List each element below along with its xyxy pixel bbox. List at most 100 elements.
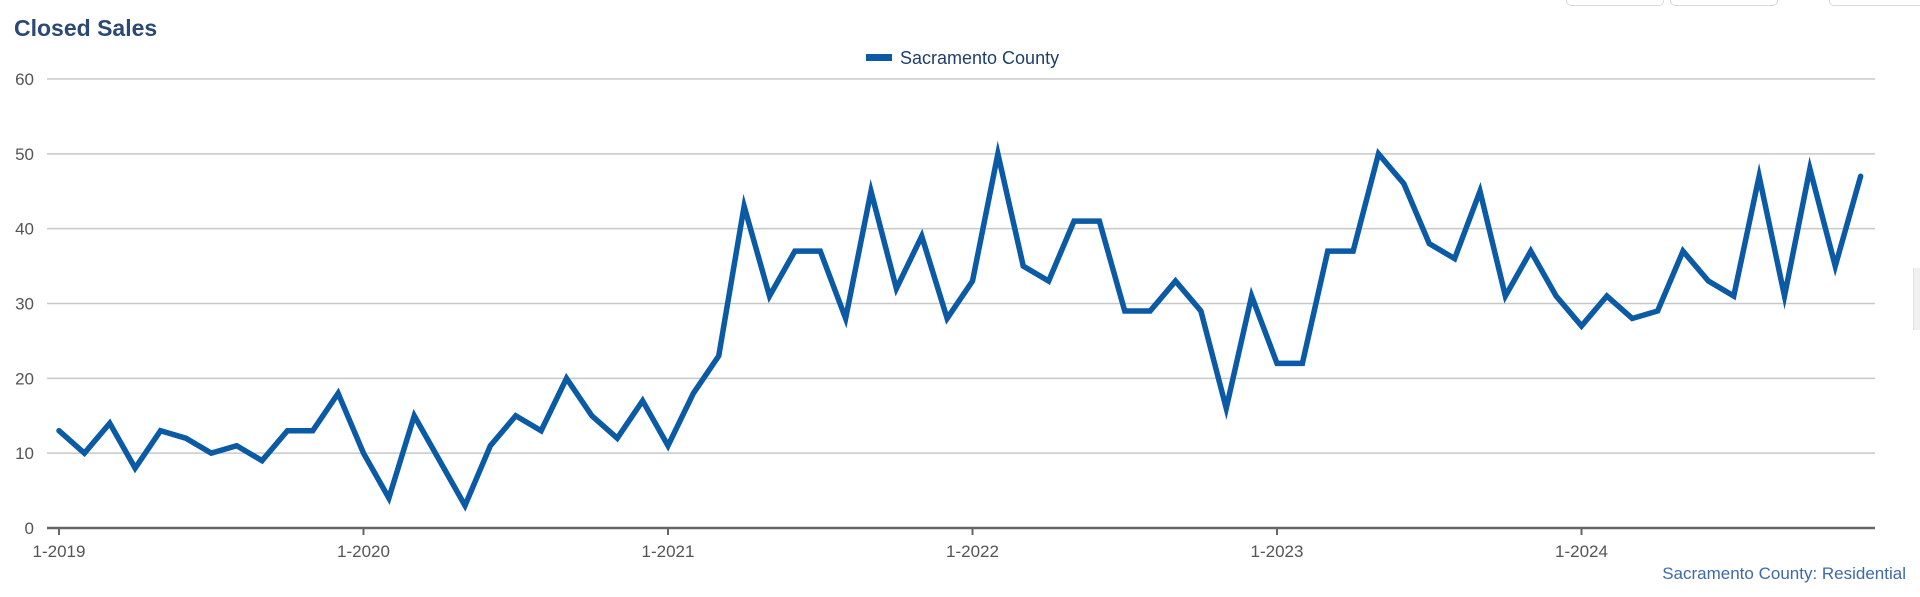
toolbar-button-2[interactable]	[1670, 0, 1778, 6]
series-layer	[56, 140, 1864, 512]
data-point[interactable]	[792, 249, 797, 254]
data-point[interactable]	[767, 294, 772, 299]
data-point[interactable]	[361, 451, 366, 456]
data-point[interactable]	[945, 316, 950, 321]
data-point[interactable]	[386, 496, 391, 501]
data-point[interactable]	[894, 286, 899, 291]
x-tick-label-1-2024: 1-2024	[1555, 542, 1608, 561]
data-point[interactable]	[1021, 264, 1026, 269]
data-point[interactable]	[1325, 249, 1330, 254]
y-tick-label-0: 0	[25, 519, 34, 538]
data-point[interactable]	[1807, 166, 1812, 171]
data-point[interactable]	[1401, 181, 1406, 186]
x-tick-label-1-2023: 1-2023	[1251, 542, 1304, 561]
side-panel-handle[interactable]	[1913, 268, 1920, 330]
data-point[interactable]	[234, 443, 239, 448]
data-point[interactable]	[1858, 174, 1863, 179]
series-line-0[interactable]	[56, 140, 1864, 512]
data-point[interactable]	[1452, 256, 1457, 261]
y-tick-label-20: 20	[15, 369, 34, 388]
y-tick-label-50: 50	[15, 145, 34, 164]
data-point[interactable]	[1706, 279, 1711, 284]
data-point[interactable]	[1300, 361, 1305, 366]
data-point[interactable]	[133, 466, 138, 471]
data-point[interactable]	[1757, 174, 1762, 179]
data-point[interactable]	[1351, 249, 1356, 254]
data-point[interactable]	[1173, 279, 1178, 284]
data-point[interactable]	[158, 428, 163, 433]
data-point[interactable]	[818, 249, 823, 254]
data-point[interactable]	[691, 391, 696, 396]
data-point[interactable]	[488, 443, 493, 448]
data-point[interactable]	[919, 234, 924, 239]
source-label: Sacramento County: Residential	[1662, 564, 1906, 583]
data-point[interactable]	[437, 458, 442, 463]
data-point[interactable]	[1503, 294, 1508, 299]
data-point[interactable]	[1579, 323, 1584, 328]
data-point[interactable]	[564, 376, 569, 381]
x-axis: 1-2019 1-2020 1-2021 1-2022 1-2023 1-2024	[33, 526, 1875, 561]
data-point[interactable]	[1275, 361, 1280, 366]
x-tick-label-1-2019: 1-2019	[33, 542, 86, 561]
data-point[interactable]	[995, 151, 1000, 156]
data-point[interactable]	[539, 428, 544, 433]
data-point[interactable]	[1604, 294, 1609, 299]
data-point[interactable]	[589, 413, 594, 418]
data-point[interactable]	[716, 353, 721, 358]
y-tick-label-30: 30	[15, 295, 34, 314]
y-tick-label-60: 60	[15, 70, 34, 89]
data-point[interactable]	[285, 428, 290, 433]
data-point[interactable]	[463, 503, 468, 508]
data-point[interactable]	[1198, 308, 1203, 313]
data-point[interactable]	[1148, 308, 1153, 313]
y-axis: 0 10 20 30 40 50 60	[15, 70, 34, 538]
legend[interactable]: Sacramento County	[866, 48, 1059, 68]
legend-label: Sacramento County	[900, 48, 1059, 68]
x-tick-label-1-2022: 1-2022	[946, 542, 999, 561]
data-point[interactable]	[209, 451, 214, 456]
data-point[interactable]	[1782, 294, 1787, 299]
data-point[interactable]	[1630, 316, 1635, 321]
data-point[interactable]	[1681, 249, 1686, 254]
data-point[interactable]	[742, 204, 747, 209]
data-point[interactable]	[57, 428, 62, 433]
data-point[interactable]	[107, 421, 112, 426]
data-point[interactable]	[310, 428, 315, 433]
y-tick-label-10: 10	[15, 444, 34, 463]
data-point[interactable]	[260, 458, 265, 463]
chart-title: Closed Sales	[14, 15, 157, 41]
data-point[interactable]	[1427, 241, 1432, 246]
data-point[interactable]	[1224, 406, 1229, 411]
y-tick-label-40: 40	[15, 220, 34, 239]
data-point[interactable]	[666, 443, 671, 448]
data-point[interactable]	[869, 189, 874, 194]
toolbar-button-1[interactable]	[1566, 0, 1664, 6]
data-point[interactable]	[513, 413, 518, 418]
data-point[interactable]	[1046, 279, 1051, 284]
data-point[interactable]	[183, 436, 188, 441]
data-point[interactable]	[970, 279, 975, 284]
data-point[interactable]	[615, 436, 620, 441]
toolbar-button-3[interactable]	[1829, 0, 1920, 6]
data-point[interactable]	[1376, 151, 1381, 156]
data-point[interactable]	[1072, 219, 1077, 224]
data-point[interactable]	[1731, 294, 1736, 299]
data-point[interactable]	[1249, 294, 1254, 299]
data-point[interactable]	[1833, 264, 1838, 269]
data-point[interactable]	[1554, 294, 1559, 299]
data-point[interactable]	[1122, 308, 1127, 313]
data-point[interactable]	[640, 398, 645, 403]
x-tick-label-1-2020: 1-2020	[337, 542, 390, 561]
data-point[interactable]	[1478, 189, 1483, 194]
data-point[interactable]	[1655, 308, 1660, 313]
data-point[interactable]	[412, 413, 417, 418]
x-tick-label-1-2021: 1-2021	[642, 542, 695, 561]
legend-swatch	[866, 54, 892, 61]
data-point[interactable]	[82, 451, 87, 456]
data-point[interactable]	[843, 316, 848, 321]
gridlines	[47, 78, 1875, 454]
data-point[interactable]	[1528, 249, 1533, 254]
data-point[interactable]	[1097, 219, 1102, 224]
data-point[interactable]	[336, 391, 341, 396]
